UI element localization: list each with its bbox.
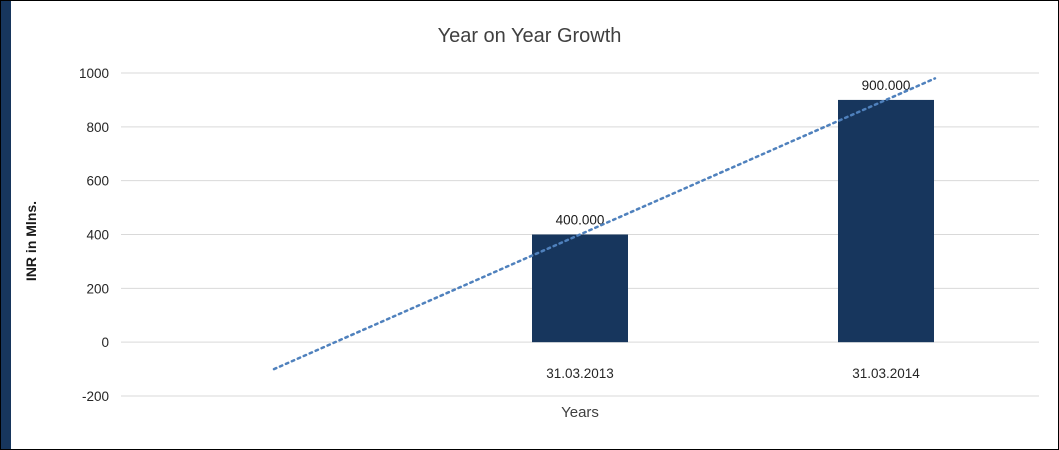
y-tick-label: 200 bbox=[86, 281, 109, 296]
category-label: 31.03.2014 bbox=[852, 366, 920, 381]
x-axis-title: Years bbox=[561, 404, 599, 421]
bar bbox=[532, 234, 628, 343]
y-tick-label: 1000 bbox=[79, 66, 109, 81]
trendline bbox=[272, 77, 937, 371]
chart-title: Year on Year Growth bbox=[437, 25, 622, 47]
bar-data-label: 900.000 bbox=[862, 78, 911, 93]
y-tick-label: 800 bbox=[86, 120, 109, 135]
bar bbox=[838, 99, 934, 343]
y-tick-label: 600 bbox=[86, 174, 109, 189]
category-label: 31.03.2013 bbox=[546, 366, 614, 381]
y-tick-label: 400 bbox=[86, 228, 109, 243]
bar-data-label: 400.000 bbox=[556, 213, 605, 228]
y-tick-label: -200 bbox=[82, 389, 109, 404]
y-tick-label: 0 bbox=[101, 335, 109, 350]
left-accent-bar bbox=[1, 1, 11, 449]
